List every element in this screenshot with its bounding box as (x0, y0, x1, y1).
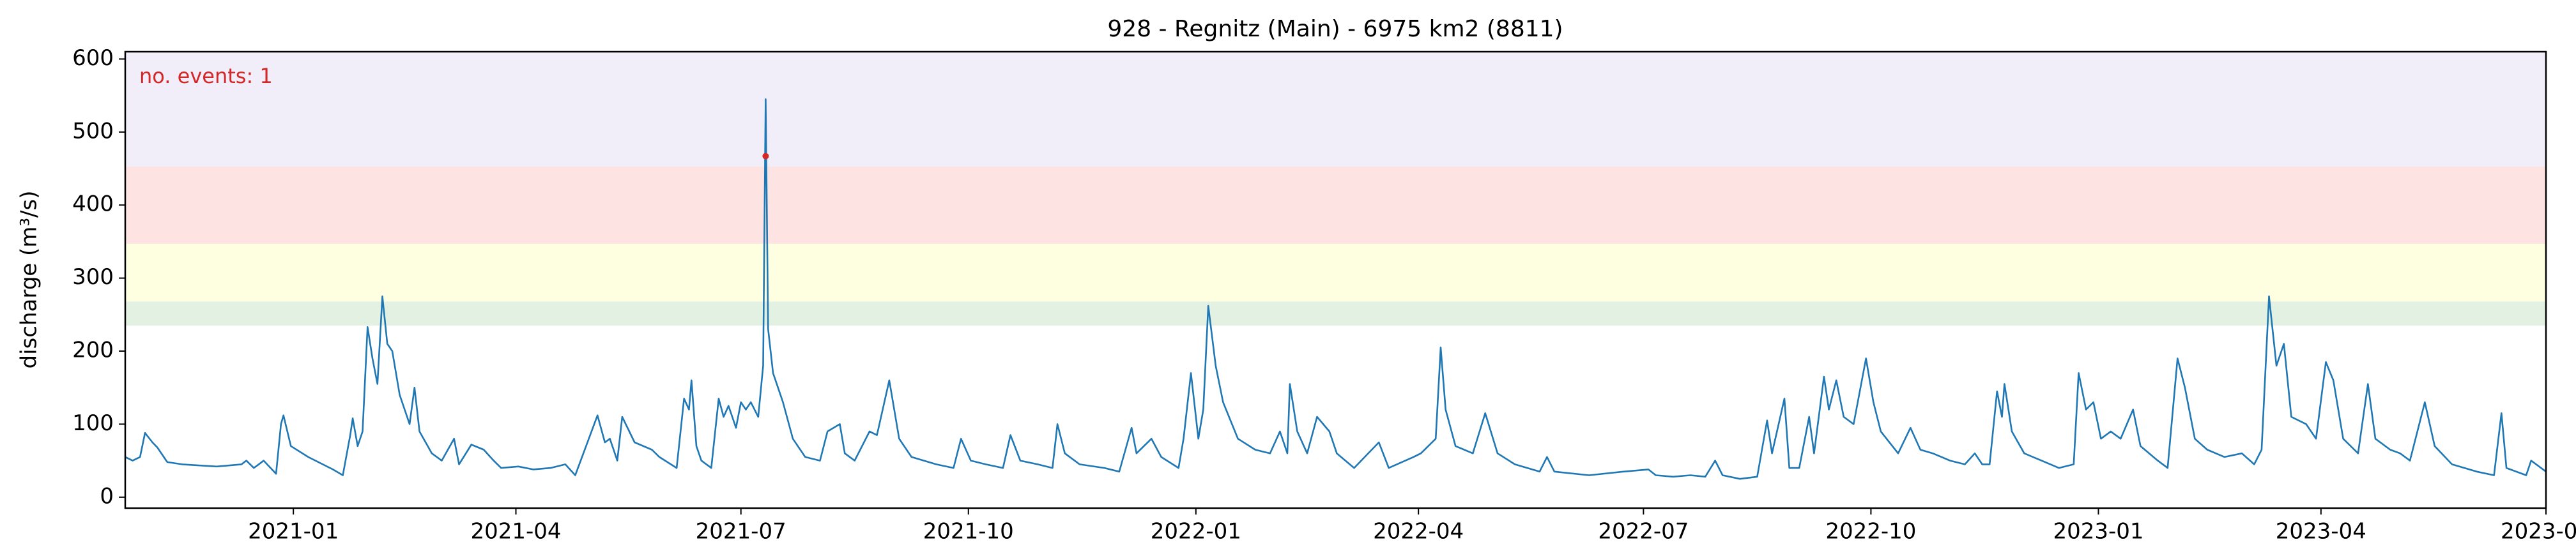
x-tick-label: 2022-07 (1598, 519, 1689, 545)
x-tick-label: 2021-04 (470, 519, 561, 545)
threshold-band (125, 166, 2546, 244)
y-tick-label: 400 (72, 192, 114, 217)
y-tick-label: 500 (72, 118, 114, 144)
x-tick-label: 2022-01 (1151, 519, 1241, 545)
y-tick-label: 300 (72, 264, 114, 290)
discharge-line (125, 98, 2547, 480)
x-tick-label: 2021-07 (696, 519, 786, 545)
event-count: no. events: 1 (139, 64, 273, 88)
threshold-band (125, 243, 2546, 302)
threshold-band (125, 52, 2546, 167)
x-tick-label: 2022-04 (1373, 519, 1464, 545)
y-axis-label: discharge (m³/s) (17, 191, 42, 369)
x-tick-label: 2022-10 (1825, 519, 1916, 545)
event-marker (762, 153, 769, 160)
x-tick-label: 2023-07 (2501, 519, 2576, 545)
threshold-band (125, 301, 2546, 326)
x-tick-label: 2023-04 (2276, 519, 2366, 545)
chart-title: 928 - Regnitz (Main) - 6975 km2 (8811) (1107, 16, 1563, 42)
x-tick-label: 2021-01 (248, 519, 339, 545)
plot-frame (124, 50, 2547, 509)
x-tick-label: 2023-01 (2053, 519, 2143, 545)
x-tick-label: 2021-10 (923, 519, 1014, 545)
y-tick-label: 0 (100, 483, 114, 509)
y-tick-label: 200 (72, 338, 114, 363)
y-tick-label: 100 (72, 410, 114, 436)
y-tick-label: 600 (72, 45, 114, 71)
